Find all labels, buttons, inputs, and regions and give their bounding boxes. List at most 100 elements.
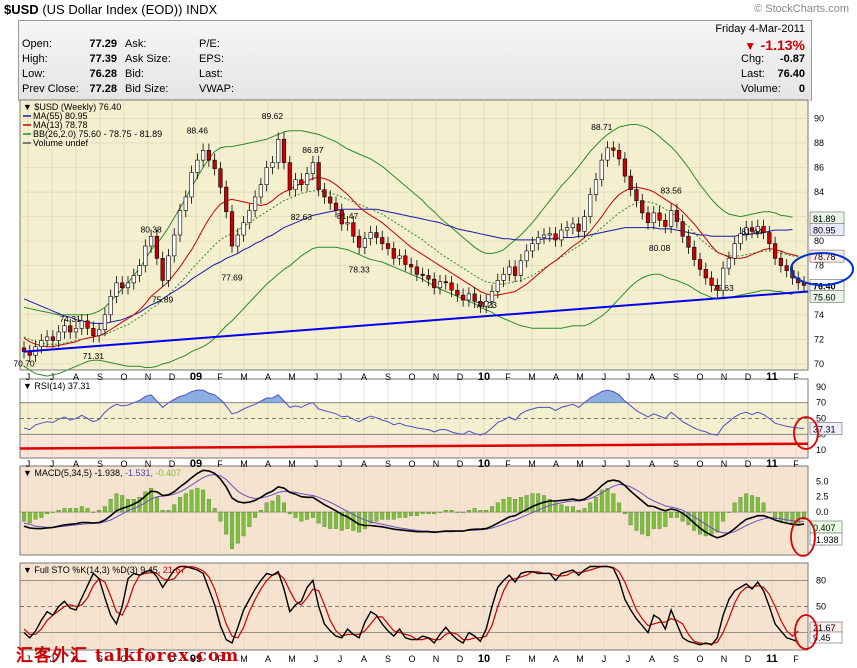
macd-hist-bar <box>322 511 327 527</box>
x-tick-label: N <box>721 654 728 664</box>
x-tick-label: F <box>505 459 511 469</box>
chart-title: $USD (US Dollar Index (EOD)) INDX <box>4 2 217 17</box>
x-tick-label: S <box>385 372 391 382</box>
x-tick-label: F <box>217 654 223 664</box>
candle-body <box>478 300 483 307</box>
price-annotation: 81.47 <box>337 211 359 221</box>
macd-hist-bar <box>449 510 454 513</box>
candle-body <box>744 227 749 235</box>
candle-body <box>160 258 165 281</box>
macd-hist-bar <box>784 511 789 522</box>
candle-body <box>570 223 575 228</box>
macd-hist-bar <box>310 511 315 518</box>
price-y-tick: 74 <box>814 310 824 320</box>
quote-value: 77.39 <box>89 53 117 65</box>
macd-last-label: -1.938 <box>813 535 839 545</box>
price-annotation: 78.33 <box>348 265 370 275</box>
macd-hist-bar <box>114 493 119 513</box>
candle-body <box>622 158 627 177</box>
macd-hist-bar <box>368 511 373 524</box>
candle-body <box>582 216 587 232</box>
candle-body <box>131 275 136 284</box>
x-tick-label: M <box>240 372 248 382</box>
macd-hist-bar <box>172 504 177 513</box>
x-tick-label: N <box>145 372 152 382</box>
price-annotation: 88.71 <box>591 122 613 132</box>
candle-body <box>640 200 645 214</box>
x-tick-label: S <box>673 459 679 469</box>
x-tick-label: M <box>528 459 536 469</box>
candle-body <box>322 189 327 198</box>
x-tick-label: F <box>505 372 511 382</box>
quote-label: Low: <box>22 68 46 80</box>
macd-hist-bar <box>74 508 78 513</box>
macd-last-label: 0.407 <box>813 523 836 533</box>
candle-body <box>56 331 61 341</box>
quote-label: Bid: <box>125 68 144 80</box>
candle-body <box>432 278 437 289</box>
macd-hist-bar <box>738 497 743 513</box>
x-tick-label: N <box>433 459 440 469</box>
x-tick-label: N <box>433 654 440 664</box>
x-tick-label: A <box>265 654 271 664</box>
price-annotation: 80.38 <box>140 224 162 234</box>
price-y-tick: 88 <box>814 138 824 148</box>
x-tick-label: J <box>602 654 607 664</box>
candle-body <box>351 222 356 237</box>
macd-hist-bar <box>258 510 263 513</box>
candle-body <box>507 266 512 275</box>
x-tick-label: A <box>73 372 79 382</box>
x-tick-label: J <box>314 459 319 469</box>
candle-body <box>513 266 518 276</box>
x-tick-label: N <box>433 372 440 382</box>
macd-hist-bar <box>559 504 564 513</box>
candle-body <box>697 259 703 270</box>
sto-last-label: 9.45 <box>813 633 831 643</box>
candle-body <box>154 235 159 259</box>
x-tick-label: D <box>457 459 464 469</box>
price-annotation: 86.87 <box>302 145 324 155</box>
x-tick-label: N <box>721 459 728 469</box>
x-tick-label: M <box>576 459 584 469</box>
x-tick-label: M <box>576 654 584 664</box>
candle-body <box>749 227 755 232</box>
candle-body <box>732 243 737 259</box>
quote-date: Friday 4-Mar-2011 <box>715 23 805 35</box>
quote-label: Last: <box>199 68 223 80</box>
price-panel-frame <box>19 99 809 371</box>
brand-watermark: 汇客外汇 talkforex.com <box>16 646 240 666</box>
candle-body <box>680 221 685 237</box>
candle-body <box>310 162 315 174</box>
x-tick-label: J <box>314 654 319 664</box>
candle-body <box>657 212 662 221</box>
candle-body <box>461 294 466 301</box>
macd-hist-bar <box>674 511 679 518</box>
quote-label: VWAP: <box>199 83 235 95</box>
price-annotation: 81.44 <box>741 226 763 236</box>
x-tick-label: J <box>26 372 31 382</box>
x-tick-label: M <box>240 654 248 664</box>
candle-body <box>761 226 766 233</box>
candle-body <box>663 219 668 227</box>
symbol-name: (US Dollar Index (EOD)) <box>42 2 183 17</box>
candle-body <box>50 336 55 341</box>
price-legend-entry: MA(13) 78.78 <box>33 120 88 130</box>
x-tick-label: M <box>528 372 536 382</box>
candle-body <box>85 320 90 329</box>
candle-body <box>409 264 414 268</box>
macd-hist-bar <box>79 506 84 513</box>
quote-value: 77.28 <box>89 83 117 95</box>
x-tick-label: J <box>338 372 343 382</box>
price-y-tick: 78 <box>814 261 824 271</box>
x-tick-label: F <box>793 654 799 664</box>
candle-body <box>333 202 339 211</box>
candle-body <box>79 320 84 329</box>
x-tick-label: D <box>745 459 752 469</box>
macd-hist-bar <box>461 511 466 513</box>
x-tick-label: J <box>50 372 55 382</box>
candle-body <box>588 194 593 217</box>
x-tick-label: S <box>673 372 679 382</box>
candle-body <box>489 291 495 302</box>
price-annotation: 80.08 <box>649 243 671 253</box>
x-tick-label: A <box>265 372 271 382</box>
